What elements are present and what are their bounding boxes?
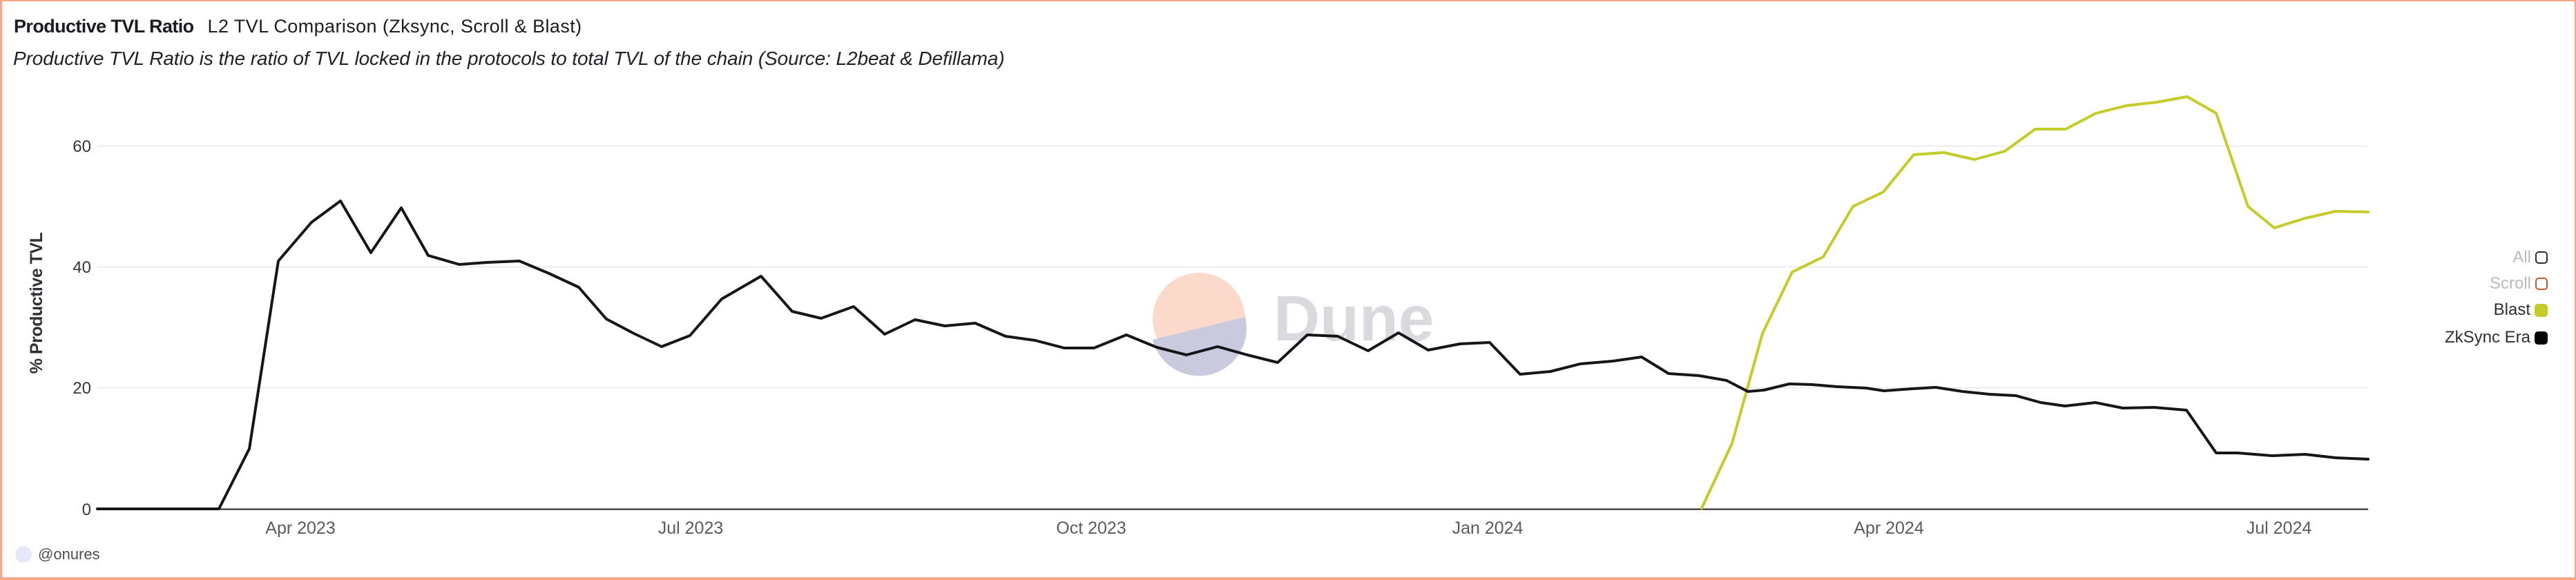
svg-text:Jul 2024: Jul 2024 — [2247, 519, 2312, 538]
svg-text:60: 60 — [73, 137, 91, 156]
svg-text:Jul 2023: Jul 2023 — [658, 519, 724, 538]
svg-text:Jan 2024: Jan 2024 — [1452, 519, 1524, 538]
svg-text:% Productive TVL: % Productive TVL — [27, 233, 46, 374]
svg-text:0: 0 — [82, 501, 91, 519]
svg-text:40: 40 — [73, 258, 91, 277]
svg-text:Apr 2023: Apr 2023 — [265, 519, 335, 538]
svg-text:20: 20 — [73, 379, 91, 398]
svg-text:Oct 2023: Oct 2023 — [1056, 519, 1126, 538]
svg-text:Apr 2024: Apr 2024 — [1854, 519, 1924, 538]
